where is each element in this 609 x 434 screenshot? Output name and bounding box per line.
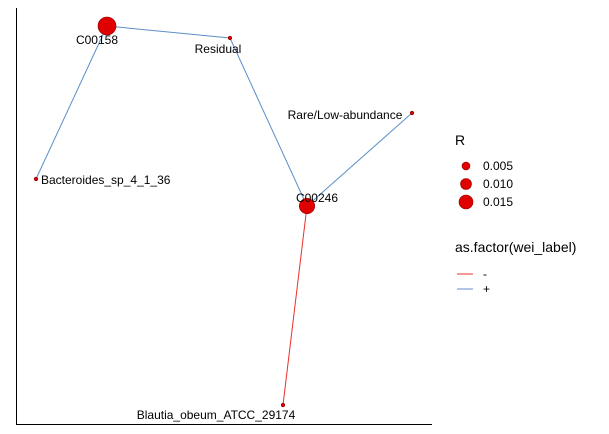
node-3 xyxy=(33,176,39,182)
color-legend-title: as.factor(wei_label) xyxy=(455,239,576,255)
size-legend-dot-2 xyxy=(458,194,474,210)
node-label-5: Blautia_obeum_ATCC_29174 xyxy=(137,408,296,422)
node-5 xyxy=(280,402,286,408)
size-legend-title: R xyxy=(455,132,465,148)
size-legend-label-2: 0.015 xyxy=(483,195,513,209)
node-label-4: C00246 xyxy=(296,191,338,205)
edge-2 xyxy=(229,37,308,207)
nodes-layer xyxy=(33,16,415,408)
edges-layer xyxy=(35,25,413,406)
edge-1 xyxy=(35,25,108,180)
node-0 xyxy=(97,16,117,36)
node-label-3: Bacteroides_sp_4_1_36 xyxy=(41,173,171,187)
edge-3 xyxy=(306,112,413,207)
labels-layer: C00158 Residual Rare/Low-abundance Bacteroi… xyxy=(41,33,403,422)
size-legend-label-1: 0.010 xyxy=(483,177,513,191)
node-4 xyxy=(298,198,315,215)
node-label-2: Rare/Low-abundance xyxy=(288,108,403,122)
color-legend: as.factor(wei_label) -+ xyxy=(455,239,576,296)
color-legend-label-0: - xyxy=(483,267,487,281)
size-legend: R 0.005 0.010 0.015 xyxy=(455,132,513,210)
node-label-0: C00158 xyxy=(76,33,118,47)
edge-0 xyxy=(106,25,231,39)
node-2 xyxy=(409,110,415,116)
color-legend-label-1: + xyxy=(483,282,490,296)
node-label-1: Residual xyxy=(195,42,242,56)
size-legend-dot-1 xyxy=(460,178,472,190)
edge-4 xyxy=(282,205,308,406)
node-1 xyxy=(227,35,233,41)
size-legend-dot-0 xyxy=(461,161,471,171)
size-legend-label-0: 0.005 xyxy=(483,159,513,173)
